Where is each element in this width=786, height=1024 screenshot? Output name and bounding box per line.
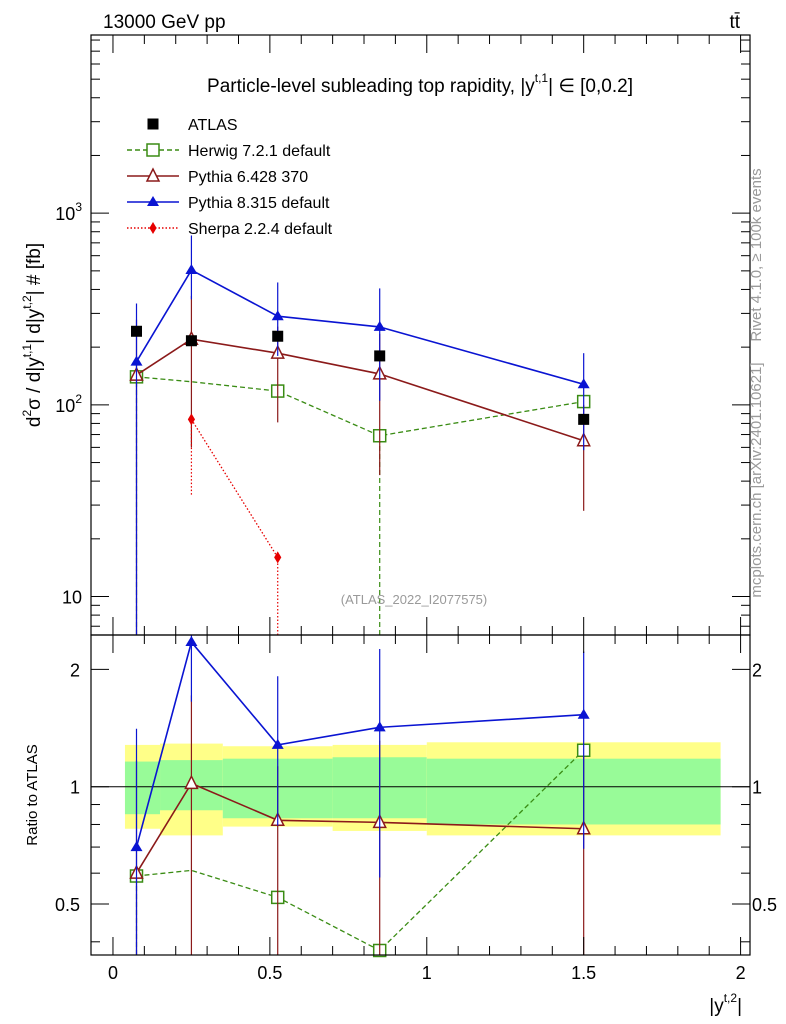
- x-tick-label: 0: [108, 963, 118, 983]
- x-axis-label: |yt,2|: [709, 991, 742, 1017]
- atlas-data-point: [185, 335, 197, 347]
- ratio-point: [271, 738, 284, 749]
- atlas-data-point: [578, 413, 590, 425]
- ratio-point: [577, 708, 590, 719]
- data-point: [271, 310, 284, 321]
- data-point: [274, 551, 282, 564]
- y-axis-label-sup: 2: [20, 410, 34, 417]
- x-tick-label: 0.5: [257, 963, 282, 983]
- atlas-data: [131, 325, 590, 425]
- atlas-data-point: [374, 350, 386, 362]
- ratio-point: [130, 841, 143, 852]
- ratio-tick-label-right: 0.5: [752, 895, 777, 915]
- data-point: [187, 413, 196, 426]
- ratio-tick-label: 2: [70, 660, 80, 680]
- ratio-y-axis-label: Ratio to ATLAS: [24, 744, 41, 845]
- process-label: tt̄: [729, 12, 740, 33]
- legend-entry: Herwig 7.2.1 default: [127, 143, 331, 160]
- y-axis-label-part: d: [24, 417, 45, 428]
- legend-label: Pythia 8.315 default: [188, 195, 330, 212]
- ratio-series-2: [130, 635, 590, 955]
- legend-marker: [147, 118, 159, 130]
- legend-label: Sherpa 2.2.4 default: [188, 221, 333, 238]
- x-axis-label-part: |y: [709, 996, 724, 1017]
- y-tick-label-base: 10: [55, 204, 75, 224]
- ratio-point: [373, 721, 386, 732]
- ratio-panel: [90, 634, 751, 958]
- y-tick-label: 103: [55, 200, 82, 224]
- x-axis-label-sup: t,2: [724, 991, 738, 1005]
- energy-label: 13000 GeV pp: [103, 12, 226, 33]
- x-tick-label: 1: [422, 963, 432, 983]
- chart-title-suffix: | ∈ [0,0.2]: [548, 76, 633, 97]
- ratio-tick-label: 1: [70, 778, 80, 798]
- legend-marker: [145, 167, 161, 182]
- legend-entry: Sherpa 2.2.4 default: [127, 221, 333, 238]
- legend-label: ATLAS: [188, 117, 238, 134]
- data-point: [373, 320, 386, 331]
- y-axis-label-sup: t,2: [20, 295, 34, 309]
- ratio-band-inner: [426, 758, 721, 825]
- y-axis-label: d2σ / d|yt,1| d|yt,2| # [fb]: [20, 243, 45, 427]
- main-panel: (ATLAS_2022_I2077575): [90, 34, 751, 636]
- x-tick-label: 2: [736, 963, 746, 983]
- series-line: [190, 419, 279, 558]
- y-tick-label-exp: 2: [75, 392, 82, 406]
- legend-label: Herwig 7.2.1 default: [188, 143, 331, 160]
- legend-marker: [147, 196, 159, 206]
- chart-title-sup: t,1: [535, 71, 549, 85]
- rivet-label: Rivet 4.1.0, ≥ 100k events: [748, 168, 765, 341]
- y-tick-label-exp: 3: [75, 200, 82, 214]
- legend: ATLAS Herwig 7.2.1 default Pythia 6.428 37…: [127, 117, 333, 238]
- y-tick-label: 10: [62, 588, 82, 608]
- mcplots-label: mcplots.cern.ch [arXiv:2401.10621]: [748, 362, 765, 597]
- ratio-point: [184, 774, 199, 790]
- legend-entry: Pythia 6.428 370: [127, 167, 308, 186]
- y-tick-label-base: 10: [55, 396, 75, 416]
- legend-label: Pythia 6.428 370: [188, 169, 308, 186]
- atlas-data-point: [272, 330, 284, 342]
- data-point: [185, 264, 198, 275]
- legend-marker: [146, 143, 160, 157]
- ratio-panel-frame: [90, 634, 751, 956]
- atlas-data-point: [131, 325, 143, 337]
- ratio-tick-label-right: 2: [752, 660, 762, 680]
- x-axis-label-part: |: [737, 996, 742, 1017]
- y-tick-label: 102: [55, 392, 82, 416]
- main-panel-frame: [90, 34, 751, 636]
- x-tick-label: 1.5: [571, 963, 596, 983]
- data-point: [130, 355, 143, 366]
- watermark: (ATLAS_2022_I2077575): [341, 592, 487, 607]
- ratio-point: [185, 636, 198, 647]
- chart-title: Particle-level subleading top rapidity, …: [207, 71, 633, 97]
- chart-title-prefix: Particle-level subleading top rapidity, …: [207, 76, 535, 97]
- legend-marker: [149, 222, 157, 234]
- data-point: [577, 378, 590, 389]
- legend-entry: ATLAS: [147, 117, 238, 134]
- series-3: [187, 413, 282, 635]
- series-2: [130, 235, 590, 635]
- ratio-tick-label-right: 1: [752, 778, 762, 798]
- y-axis-label-part: σ / d|y: [24, 357, 45, 410]
- series-line: [136, 376, 584, 437]
- y-axis-label-part: | d|y: [24, 308, 45, 344]
- ratio-tick-label: 0.5: [55, 895, 80, 915]
- y-axis-label-sup: t,1: [20, 344, 34, 358]
- y-tick-label-base: 10: [62, 588, 82, 608]
- y-axis-label-part: | # [fb]: [24, 243, 45, 295]
- ratio-band-inner: [124, 761, 161, 815]
- legend-entry: Pythia 8.315 default: [127, 195, 330, 212]
